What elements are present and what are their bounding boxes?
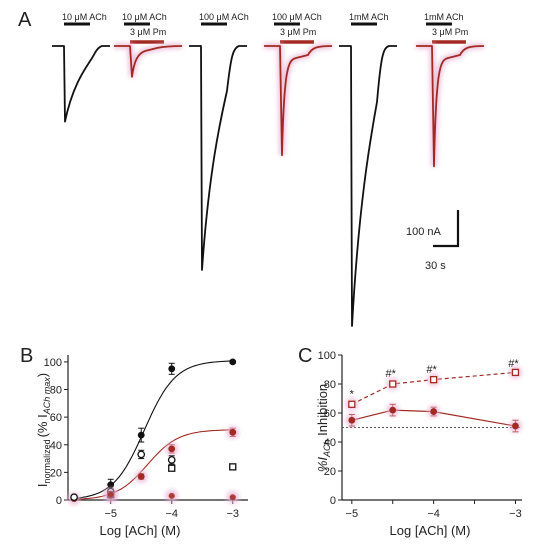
data-point bbox=[229, 463, 237, 471]
y-tick-label: 0 bbox=[330, 495, 336, 507]
ach-concentration-label: 100 μM ACh bbox=[272, 12, 322, 22]
scale-bar-time-label: 30 s bbox=[425, 260, 446, 272]
y-tick-label: 40 bbox=[324, 437, 336, 449]
scale-bar-lines bbox=[433, 210, 460, 248]
fit-curve bbox=[74, 360, 233, 500]
data-point bbox=[229, 358, 237, 366]
chart-b-x-axis-label: Log [ACh] (M) bbox=[100, 523, 181, 538]
data-point bbox=[348, 416, 356, 424]
ach-concentration-label: 10 μM ACh bbox=[122, 12, 167, 22]
scale-bar: 100 nA 30 s bbox=[406, 210, 460, 272]
data-point bbox=[168, 492, 175, 499]
data-point bbox=[229, 428, 237, 436]
data-point bbox=[430, 408, 438, 415]
pm-concentration-label: 3 μM Pm bbox=[432, 27, 468, 37]
y-tick-label: 20 bbox=[50, 467, 62, 479]
data-point bbox=[429, 375, 438, 384]
chart-c-x-axis-label: Log [ACh] (M) bbox=[390, 523, 471, 538]
data-point bbox=[107, 481, 115, 489]
fit-curve bbox=[74, 429, 233, 500]
y-label-i: I bbox=[35, 483, 50, 487]
data-point bbox=[511, 368, 520, 377]
significance-annotation: #* bbox=[386, 368, 397, 380]
pm-concentration-label: 3 μM Pm bbox=[130, 27, 166, 37]
x-tick-label: −3 bbox=[509, 508, 522, 520]
data-point bbox=[167, 456, 176, 464]
panel-letter-c: C bbox=[298, 345, 312, 367]
chart-b-y-axis-label: Inormalized (% IACh max) bbox=[35, 373, 52, 487]
x-tick-label: −4 bbox=[165, 508, 178, 520]
current-trace bbox=[114, 45, 183, 78]
inhibition-chart: 0 20 40 60 80 100 −5 −4 −3 * #* #* #* bbox=[318, 350, 522, 520]
y-tick-label: 60 bbox=[50, 412, 62, 424]
y-label-percent: (% I bbox=[35, 414, 50, 437]
panel-letter-b: B bbox=[20, 345, 33, 367]
data-point bbox=[70, 493, 78, 502]
current-trace bbox=[52, 45, 110, 123]
x-tick-label: −4 bbox=[427, 508, 440, 520]
y-label-inhibition: Inhibition bbox=[315, 384, 330, 440]
data-point bbox=[168, 365, 176, 373]
y-label-ach-max: ACh max bbox=[42, 377, 52, 416]
y-tick-label: 100 bbox=[318, 350, 336, 362]
panel-c: C 0 20 40 60 80 100 −5 −4 −3 * #* #* #* Log [ACh] (M… bbox=[298, 345, 522, 538]
data-point bbox=[389, 406, 397, 414]
current-trace bbox=[189, 45, 247, 271]
y-tick-label: 100 bbox=[44, 357, 62, 369]
concentration-response-chart: 0 20 40 60 80 100 −5 −4 −3 bbox=[44, 355, 248, 520]
current-trace bbox=[416, 45, 485, 168]
y-tick-label: 80 bbox=[324, 379, 336, 391]
significance-annotation: #* bbox=[508, 358, 519, 370]
y-label-close: ) bbox=[35, 373, 50, 377]
panel-b: B 0 20 40 60 80 100 −5 −4 −3 Log [ACh] (M) Inorm… bbox=[20, 345, 248, 538]
pm-concentration-label: 3 μM Pm bbox=[280, 27, 316, 37]
current-traces: 10 μM ACh 10 μM ACh 3 μM Pm 100 μM ACh 100 μ… bbox=[52, 12, 485, 327]
ach-concentration-label: 100 μM ACh bbox=[199, 12, 249, 22]
data-point bbox=[389, 380, 397, 388]
data-point bbox=[107, 491, 114, 498]
ach-concentration-label: 1mM ACh bbox=[424, 12, 464, 22]
ach-concentration-label: 10 μM ACh bbox=[62, 12, 107, 22]
data-point bbox=[168, 464, 176, 472]
data-point bbox=[229, 494, 236, 501]
data-point bbox=[137, 431, 145, 439]
x-tick-label: −5 bbox=[346, 508, 359, 520]
scale-bar-current-label: 100 nA bbox=[406, 226, 442, 238]
chart-c-y-axis-label: %IACh Inhibition bbox=[315, 384, 332, 472]
y-tick-label: 20 bbox=[324, 466, 336, 478]
data-point bbox=[137, 473, 145, 480]
x-tick-label: −5 bbox=[104, 508, 117, 520]
y-label-percent-i: %I bbox=[315, 457, 330, 473]
data-point bbox=[512, 422, 519, 430]
x-tick-label: −3 bbox=[226, 508, 239, 520]
panel-letter-a: A bbox=[18, 9, 32, 31]
data-point bbox=[168, 445, 176, 453]
data-point bbox=[348, 400, 356, 408]
current-trace bbox=[264, 45, 333, 157]
trace-glow bbox=[264, 43, 333, 156]
current-trace bbox=[339, 45, 397, 327]
data-point bbox=[137, 450, 146, 459]
y-label-normalized: normalized bbox=[42, 439, 52, 483]
y-tick-label: 80 bbox=[50, 385, 62, 397]
panel-a: A 10 μM ACh 10 μM ACh 3 μM Pm 100 μM ACh 100… bbox=[18, 9, 485, 327]
y-label-ach: ACh bbox=[322, 439, 332, 458]
y-tick-label: 0 bbox=[56, 495, 62, 507]
series-line bbox=[351, 409, 516, 427]
significance-annotation: * bbox=[350, 388, 355, 400]
y-tick-label: 40 bbox=[50, 440, 62, 452]
y-tick-label: 60 bbox=[324, 408, 336, 420]
series-line bbox=[351, 371, 516, 405]
trace-glow bbox=[416, 43, 485, 167]
significance-annotation: #* bbox=[426, 364, 437, 376]
ach-concentration-label: 1mM ACh bbox=[349, 12, 389, 22]
